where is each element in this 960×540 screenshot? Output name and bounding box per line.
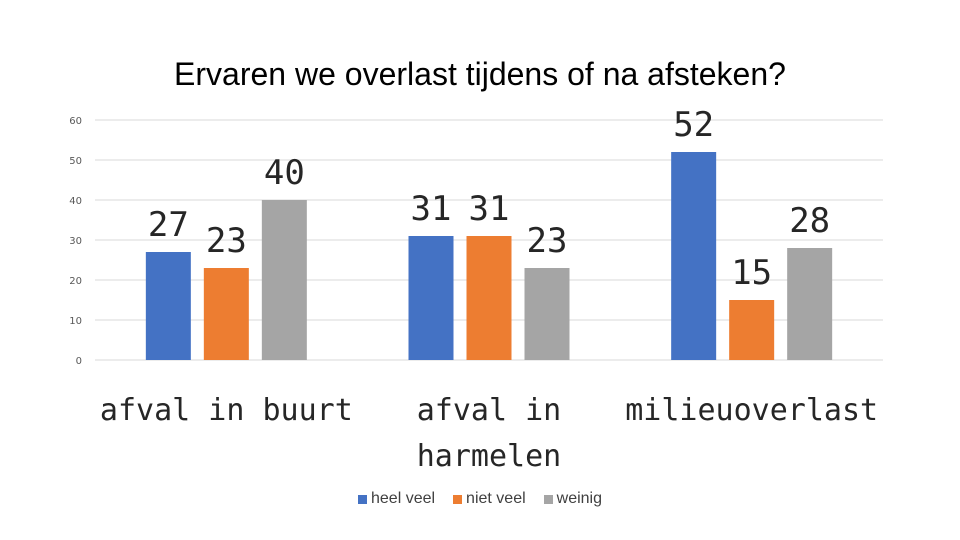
data-label: 28 [789, 201, 830, 241]
category-label: afval in buurt [100, 393, 353, 428]
data-label: 31 [411, 189, 452, 229]
bars [145, 152, 833, 360]
category-label: milieuoverlast [625, 393, 878, 428]
data-label: 23 [527, 221, 568, 261]
legend-label: weinig [556, 490, 602, 507]
legend-label: niet veel [466, 490, 526, 507]
bar-weinig-1 [261, 200, 307, 360]
data-label: 15 [731, 253, 772, 293]
y-axis-ticks: 0 10 20 30 40 50 60 [69, 116, 82, 367]
bar-niet-veel-3 [729, 300, 775, 360]
legend-item-weinig: weinig [543, 490, 602, 508]
legend-label: heel veel [371, 490, 436, 507]
bar-heel-veel-2 [408, 236, 454, 360]
y-tick-label: 50 [69, 156, 82, 167]
data-label: 31 [469, 189, 510, 229]
data-label: 23 [206, 221, 247, 261]
bar-heel-veel-3 [671, 152, 717, 360]
category-label: afval in harmelen [417, 393, 562, 474]
y-tick-label: 40 [69, 196, 82, 207]
y-tick-label: 0 [76, 356, 82, 367]
data-label: 40 [264, 153, 305, 193]
data-label: 52 [673, 105, 714, 145]
bar-weinig-3 [787, 248, 833, 360]
category-labels: afval in buurt afval in harmelen milieuover… [100, 393, 878, 474]
y-tick-label: 60 [69, 116, 82, 127]
chart-title: Ervaren we overlast tijdens of na afstek… [174, 56, 786, 92]
data-label: 27 [148, 205, 189, 245]
bar-niet-veel-2 [466, 236, 512, 360]
bar-heel-veel-1 [145, 252, 191, 360]
legend-item-heel-veel: heel veel [358, 490, 435, 508]
y-tick-label: 20 [69, 276, 82, 287]
bar-niet-veel-1 [203, 268, 249, 360]
y-tick-label: 10 [69, 316, 82, 327]
legend-swatch [358, 494, 367, 504]
legend-swatch [543, 494, 553, 504]
data-labels: 27 23 40 31 31 23 52 15 28 [148, 105, 830, 293]
legend: heel veel niet veel weinig [0, 490, 960, 508]
legend-item-niet-veel: niet veel [453, 490, 526, 508]
bar-weinig-2 [524, 268, 570, 360]
y-tick-label: 30 [69, 236, 82, 247]
legend-swatch [453, 494, 463, 504]
